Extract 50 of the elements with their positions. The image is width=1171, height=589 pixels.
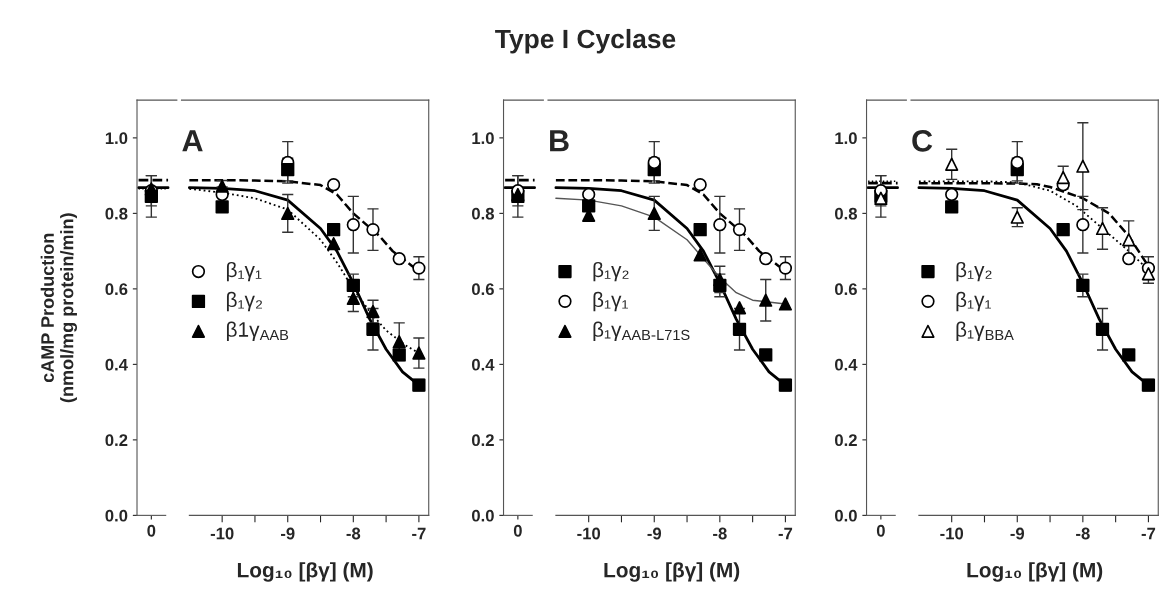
y-tick-label: 0.4: [471, 358, 495, 371]
y-tick-label: 1.0: [105, 132, 128, 145]
annotation: C: [912, 130, 933, 152]
y-tick-label: 0.4: [835, 358, 858, 371]
legend-label: β1γ$_{AAB}$: [226, 321, 289, 341]
legend-label: β₁γ₂: [593, 261, 629, 282]
legend-label: β₁γ$_{AAB-L71S}$: [593, 321, 690, 341]
y-tick-label: 0.2: [835, 434, 857, 447]
x-tick-label: -10: [210, 527, 234, 540]
x-tick-label: 0: [513, 524, 522, 537]
y-tick-label: 0.8: [105, 207, 128, 220]
legend-label: β₁γ₁: [956, 291, 991, 312]
y-tick-label: 0.4: [105, 358, 128, 371]
legend-label: β₁γ₂: [226, 291, 263, 312]
x-tick-label: -8: [346, 527, 361, 540]
chart-title: Type I Cyclase: [495, 28, 676, 54]
legend-label: β₁γ$_{BBA}$: [956, 321, 1014, 341]
y-tick-label: 0.0: [835, 509, 857, 522]
y-tick-label: 0.6: [105, 283, 128, 296]
x-tick-label: -7: [778, 527, 793, 540]
y-tick-label: 0.0: [105, 509, 128, 522]
y-tick-label: 0.6: [835, 283, 857, 296]
x-tick-label: 0: [876, 524, 885, 537]
x-tick-label: -10: [577, 527, 601, 540]
annotation: A: [182, 130, 203, 152]
y-axis-title: cAMP Production (nmol/mg protein/min): [40, 213, 78, 403]
x-tick-label: -7: [412, 527, 426, 540]
x-tick-label: 0: [147, 524, 156, 537]
legend-label: β₁γ₁: [593, 291, 628, 312]
x-tick-label: -9: [280, 527, 295, 540]
annotation: B: [550, 130, 569, 152]
x-axis-title: Log₁₀ [βγ] (M): [604, 562, 740, 582]
x-tick-label: -7: [1141, 527, 1156, 540]
x-tick-label: -10: [940, 527, 964, 540]
y-tick-label: 0.2: [105, 434, 128, 447]
y-tick-label: 0.2: [471, 434, 494, 447]
legend-label: β₁γ₂: [956, 261, 992, 282]
x-axis-title: Log₁₀ [βγ] (M): [237, 562, 373, 582]
y-tick-label: 0.8: [471, 207, 494, 220]
legend-label: β₁γ₁: [226, 261, 262, 282]
x-tick-label: -9: [1010, 527, 1025, 540]
y-tick-label: 0.6: [471, 283, 494, 296]
y-tick-label: 1.0: [472, 132, 494, 145]
y-tick-label: 0.8: [835, 207, 857, 220]
x-tick-label: -9: [647, 527, 662, 540]
x-tick-label: -8: [1076, 527, 1090, 540]
y-tick-label: 0.0: [471, 509, 494, 522]
x-axis-title: Log₁₀ [βγ] (M): [967, 562, 1103, 582]
x-tick-label: -8: [713, 527, 727, 540]
y-tick-label: 1.0: [835, 132, 857, 145]
